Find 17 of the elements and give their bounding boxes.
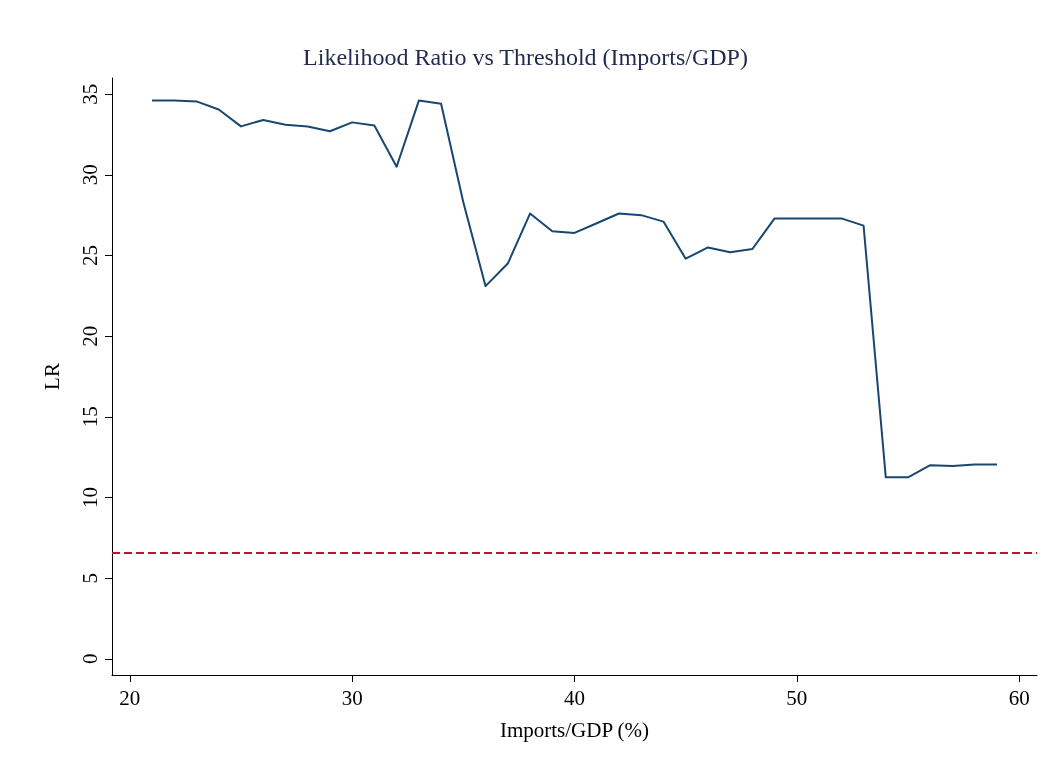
x-tick-label: 20 (119, 685, 141, 710)
x-tick-label: 50 (786, 685, 808, 710)
y-tick-label: 30 (77, 164, 102, 186)
x-axis-title: Imports/GDP (%) (499, 717, 650, 742)
y-tick-label: 0 (77, 653, 102, 665)
y-tick-label: 20 (77, 325, 102, 347)
x-tick-label: 40 (564, 685, 585, 710)
y-tick-label: 5 (77, 572, 102, 584)
y-axis-title: LR (39, 363, 64, 390)
x-tick-label: 60 (1008, 685, 1030, 710)
y-tick-label: 25 (77, 244, 102, 266)
line-series (151, 99, 998, 479)
x-tick-label: 30 (341, 685, 363, 710)
y-tick-label: 35 (77, 83, 102, 105)
chart-title: Likelihood Ratio vs Threshold (Imports/GDP) (303, 44, 748, 70)
y-tick-label: 10 (77, 487, 102, 509)
y-tick-label: 15 (77, 406, 102, 428)
